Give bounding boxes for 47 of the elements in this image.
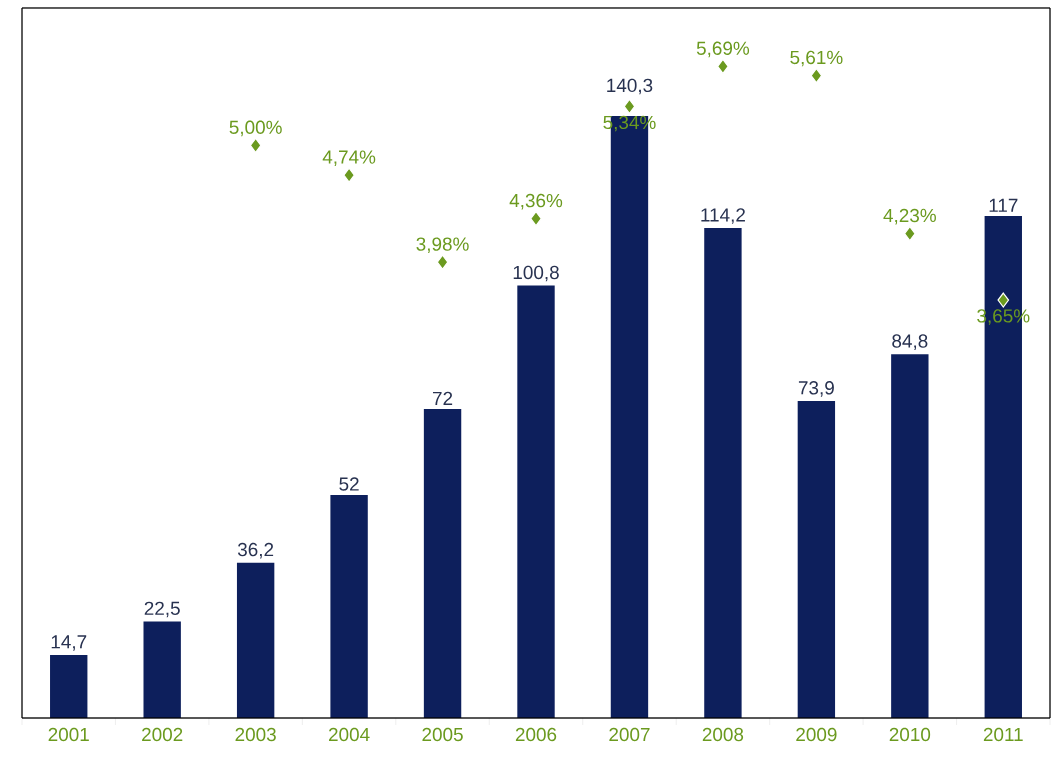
point — [810, 67, 823, 84]
x-tick-label: 2006 — [515, 727, 557, 742]
point — [717, 58, 729, 74]
data-label: 5,69% — [696, 41, 750, 58]
bar — [704, 228, 742, 718]
bar — [143, 621, 181, 718]
point — [343, 167, 355, 183]
data-label: 73,9 — [798, 381, 834, 397]
data-label: 84,8 — [892, 334, 928, 350]
bar — [50, 654, 88, 718]
x-tick-label: 2001 — [48, 727, 89, 742]
point — [530, 211, 542, 227]
bar — [891, 354, 929, 718]
data-label: 100,8 — [513, 265, 559, 282]
bar — [236, 562, 275, 718]
point — [623, 98, 636, 115]
data-label: 140,3 — [607, 78, 653, 95]
x-tick-label: 2005 — [422, 727, 463, 742]
data-label: 4,36% — [509, 193, 563, 210]
data-label: 117 — [989, 198, 1018, 212]
point — [903, 225, 916, 242]
x-tick-label: 2007 — [609, 727, 650, 742]
bar — [797, 400, 836, 718]
x-tick-label: 2011 — [983, 727, 1023, 742]
data-label: 36,2 — [237, 542, 274, 559]
x-tick-label: 2010 — [889, 727, 931, 742]
data-label: 52 — [339, 477, 359, 491]
point — [436, 254, 449, 270]
x-tick-label: 2009 — [796, 727, 837, 742]
data-label: 4,74% — [322, 150, 376, 166]
x-tick-label: 2003 — [235, 727, 276, 742]
data-label: 3,98% — [416, 237, 469, 254]
bar — [517, 285, 555, 718]
bar — [423, 409, 462, 718]
data-label: 14,7 — [51, 635, 87, 651]
data-label: 72 — [432, 391, 453, 405]
x-tick-label: 2004 — [328, 727, 370, 742]
point — [997, 292, 1010, 308]
bar — [330, 494, 368, 718]
data-label: 22,5 — [144, 601, 180, 618]
x-tick-label: 2002 — [142, 727, 183, 742]
data-label: 4,23% — [883, 208, 936, 225]
data-label: 5,00% — [229, 120, 282, 137]
data-label: 114,2 — [701, 208, 745, 224]
data-label: 5,61% — [790, 50, 843, 67]
point — [249, 137, 262, 154]
x-tick-label: 2008 — [702, 727, 744, 742]
